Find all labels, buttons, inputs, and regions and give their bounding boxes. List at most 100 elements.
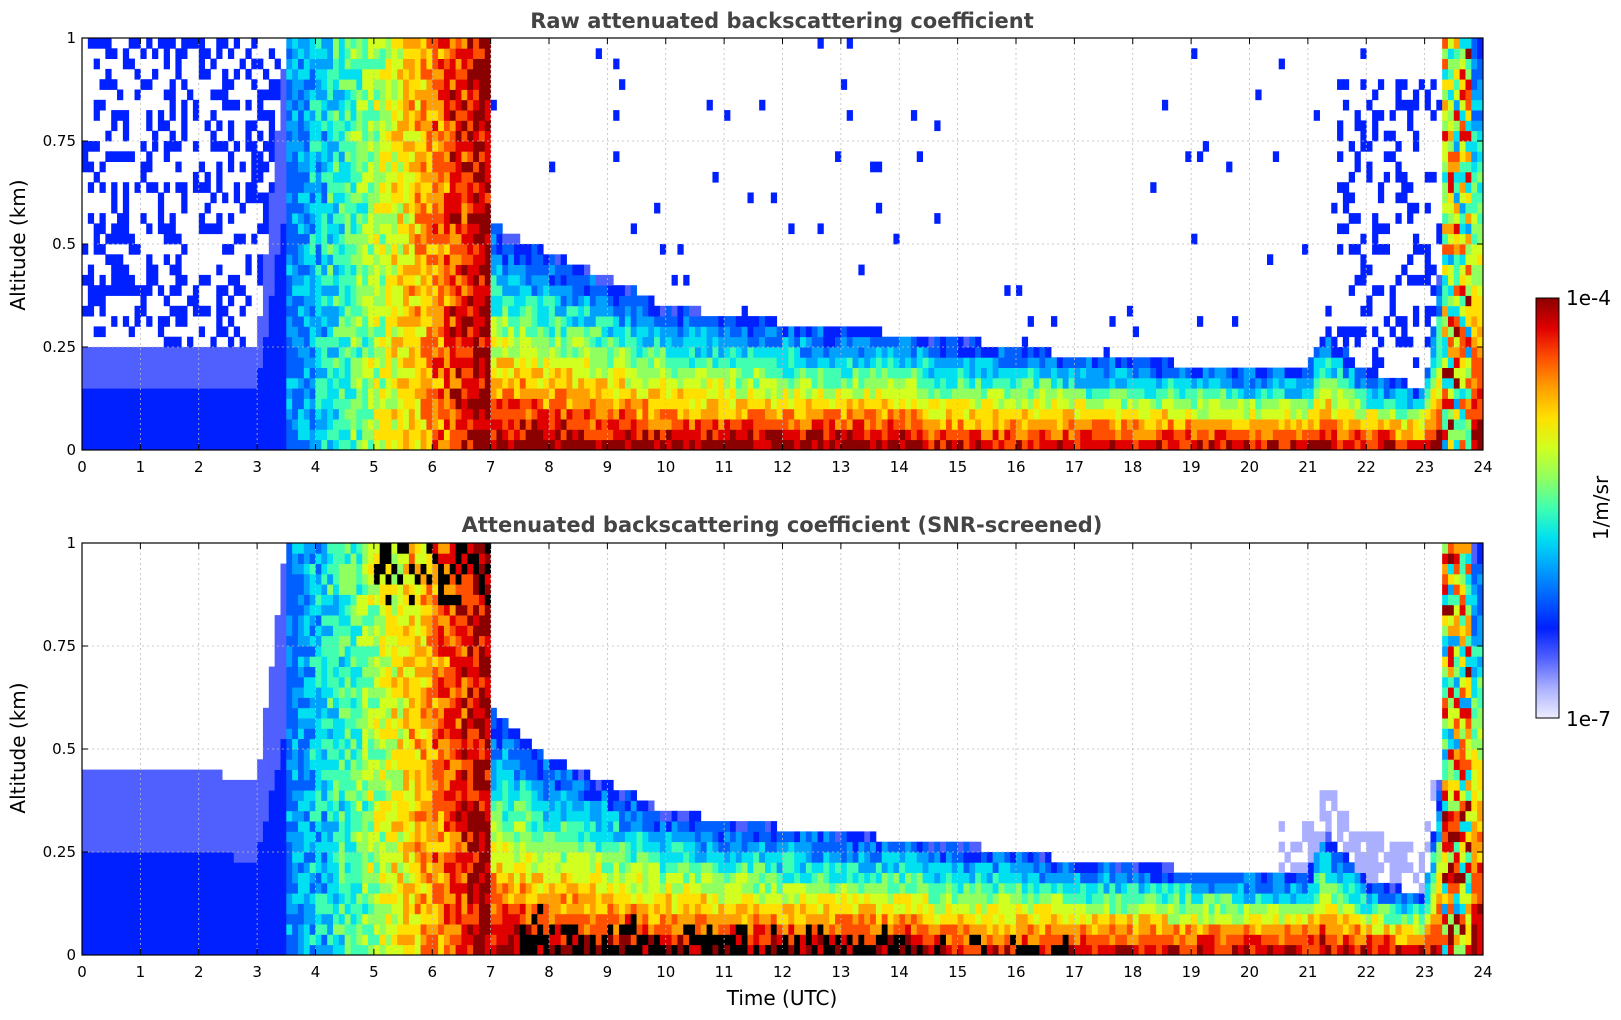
heatmap-cell [1313,398,1320,410]
heatmap-cell [1045,388,1052,399]
heatmap-cell [1401,398,1408,410]
heatmap-cell [239,377,246,389]
heatmap-cell [1196,151,1204,162]
heatmap-cell [315,99,322,111]
heatmap-cell [362,151,369,162]
heatmap-cell [134,285,141,296]
heatmap-cell [1109,408,1116,420]
heatmap-cell [677,429,684,441]
heatmap-cell [1150,357,1157,368]
heatmap-cell [467,233,474,245]
heatmap-cell [811,388,818,399]
heatmap-cell [1412,408,1420,420]
heatmap-cell [297,182,305,193]
heatmap-cell [152,779,159,791]
heatmap-cell [630,305,637,317]
heatmap-cell [549,295,556,307]
heatmap-cell [1337,326,1344,338]
heatmap-cell [385,68,392,80]
heatmap-cell [315,244,322,255]
heatmap-cell [297,305,305,317]
heatmap-cell [192,347,200,358]
heatmap-cell [344,274,351,286]
heatmap-cell [268,398,276,410]
heatmap-cell [1115,357,1122,368]
heatmap-cell [1453,171,1461,183]
heatmap-cell [461,202,468,214]
heatmap-cell [1045,367,1052,379]
heatmap-cell [1477,357,1484,368]
heatmap-cell [128,852,135,863]
heatmap-cell [1348,367,1355,379]
heatmap-cell [1377,79,1385,90]
heatmap-cell [397,223,404,235]
heatmap-cell [1185,151,1192,162]
heatmap-cell [1284,398,1291,410]
heatmap-cell [117,110,124,121]
heatmap-cell [87,944,95,956]
heatmap-cell [111,831,118,843]
heatmap-cell [508,388,515,399]
heatmap-cell [630,419,637,430]
heatmap-cell [274,161,281,173]
heatmap-cell [122,151,130,162]
heatmap-cell [1156,388,1163,399]
heatmap-cell [385,110,392,121]
heatmap-cell [1272,388,1280,399]
heatmap-cell [624,305,632,317]
heatmap-cell [782,336,789,348]
heatmap-cell [414,274,421,286]
heatmap-cell [455,357,462,368]
heatmap-cell [146,821,153,832]
heatmap-cell [461,79,468,90]
heatmap-cell [163,357,170,368]
heatmap-cell [1004,388,1011,399]
heatmap-cell [356,202,363,214]
heatmap-cell [368,151,375,162]
heatmap-cell [426,264,433,276]
heatmap-cell [420,295,427,307]
heatmap-cell [980,419,988,430]
heatmap-cell [251,141,258,152]
heatmap-cell [893,408,900,420]
heatmap-cell [420,347,427,358]
heatmap-cell [280,202,287,214]
heatmap-cell [140,141,147,152]
heatmap-cell [333,336,340,348]
heatmap-cell [1471,223,1478,235]
heatmap-cell [881,388,888,399]
heatmap-cell [578,336,585,348]
heatmap-cell [1062,439,1069,451]
heatmap-cell [280,398,287,410]
heatmap-cell [654,419,661,430]
heatmap-cell [309,336,316,348]
heatmap-cell [1080,429,1087,441]
heatmap-cell [175,419,182,430]
heatmap-cell [1418,398,1426,410]
heatmap-cell [584,408,591,420]
heatmap-cell [490,99,497,111]
heatmap-cell [1477,233,1484,245]
heatmap-cell [1453,244,1461,255]
heatmap-cell [105,862,112,873]
heatmap-cell [403,68,410,80]
heatmap-cell [940,419,947,430]
heatmap-cell [157,120,165,132]
heatmap-cell [578,408,585,420]
heatmap-cell [858,377,865,389]
heatmap-cell [1074,429,1081,441]
heatmap-cell [478,130,486,142]
heatmap-cell [1477,244,1484,255]
heatmap-cell [455,182,462,193]
heatmap-cell [297,326,305,338]
heatmap-cell [233,429,241,441]
heatmap-cell [566,439,573,451]
heatmap-cell [140,852,147,863]
heatmap-cell [712,357,719,368]
heatmap-cell [496,377,503,389]
heatmap-cell [292,326,299,338]
heatmap-cell [619,285,626,296]
heatmap-cell [438,38,445,49]
heatmap-cell [1004,398,1011,410]
heatmap-cell [432,388,439,399]
